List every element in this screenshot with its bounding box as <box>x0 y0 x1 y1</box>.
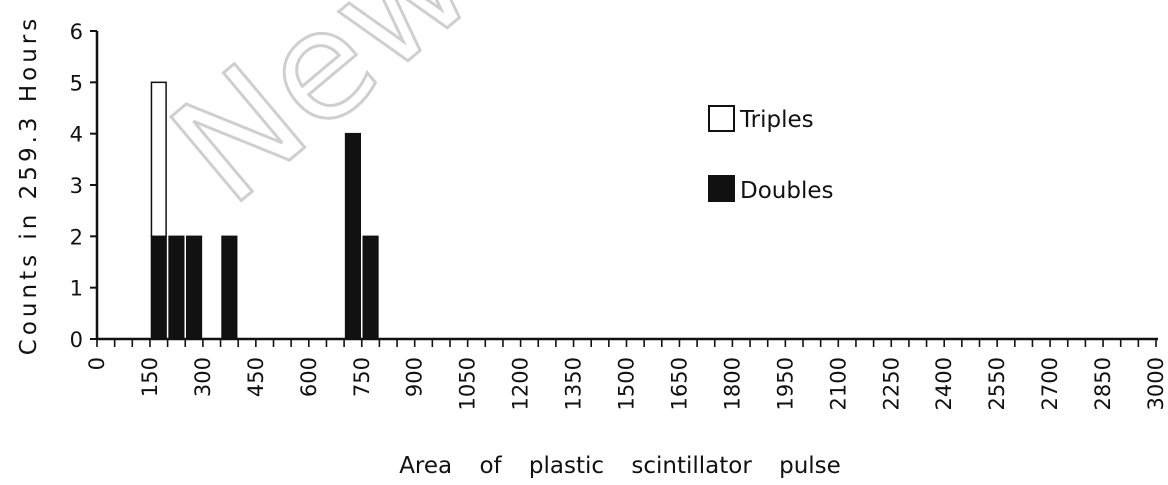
bar-triples <box>150 81 167 238</box>
x-tick-label: 150 <box>138 357 162 397</box>
x-tick-label: 450 <box>244 357 268 397</box>
x-tick-label: 1350 <box>562 357 586 410</box>
x-tick-label: 2850 <box>1091 357 1115 410</box>
x-tick-label: 600 <box>297 357 321 397</box>
x-tick-label: 1800 <box>720 357 744 410</box>
bar-doubles <box>150 235 167 340</box>
bar-doubles <box>362 235 379 340</box>
legend-label-triples: Triples <box>739 107 814 133</box>
bar-doubles <box>221 235 238 340</box>
watermark-text: New <box>141 0 503 238</box>
bar-doubles <box>344 132 362 340</box>
x-axis-title: Area of plastic scintillator pulse <box>399 453 841 479</box>
x-tick-label: 3000 <box>1144 357 1168 410</box>
x-tick-label: 1050 <box>456 357 480 410</box>
legend-label-doubles: Doubles <box>740 178 833 204</box>
x-tick-label: 2100 <box>826 357 850 410</box>
x-tick-label: 1950 <box>773 357 797 410</box>
x-tick-label: 900 <box>403 357 427 397</box>
x-tick-label: 2550 <box>985 357 1009 410</box>
bar-doubles <box>168 235 185 340</box>
x-tick-label: 1650 <box>667 357 691 410</box>
y-tick-label: 1 <box>70 277 83 301</box>
x-tick-label: 0 <box>85 357 109 370</box>
x-tick-label: 1200 <box>509 357 533 410</box>
y-axis-title: Counts in 259.3 Hours <box>16 15 42 355</box>
y-tick-label: 5 <box>70 71 83 95</box>
x-tick-label: 2700 <box>1038 357 1062 410</box>
bars-group <box>150 81 379 340</box>
x-tick-label: 2250 <box>879 357 903 410</box>
x-tick-label: 750 <box>350 357 374 397</box>
x-tick-label: 1500 <box>615 357 639 410</box>
legend-swatch-doubles <box>708 175 735 202</box>
y-tick-label: 4 <box>70 123 83 147</box>
x-tick-label: 300 <box>191 357 215 397</box>
x-tick-label: 2400 <box>932 357 956 410</box>
y-tick-label: 6 <box>70 20 83 44</box>
bar-doubles <box>186 235 203 340</box>
y-tick-label: 3 <box>70 174 83 198</box>
legend: Triples Doubles <box>708 105 833 204</box>
watermark: New <box>140 0 505 239</box>
legend-swatch-triples <box>708 105 735 132</box>
y-tick-label: 0 <box>70 328 83 352</box>
y-tick-label: 2 <box>70 225 83 249</box>
ticks-group: 0 1 2 3 4 5 6 0 150 300 450 600 750 900 1050 1200 1350 15… <box>70 20 1168 410</box>
